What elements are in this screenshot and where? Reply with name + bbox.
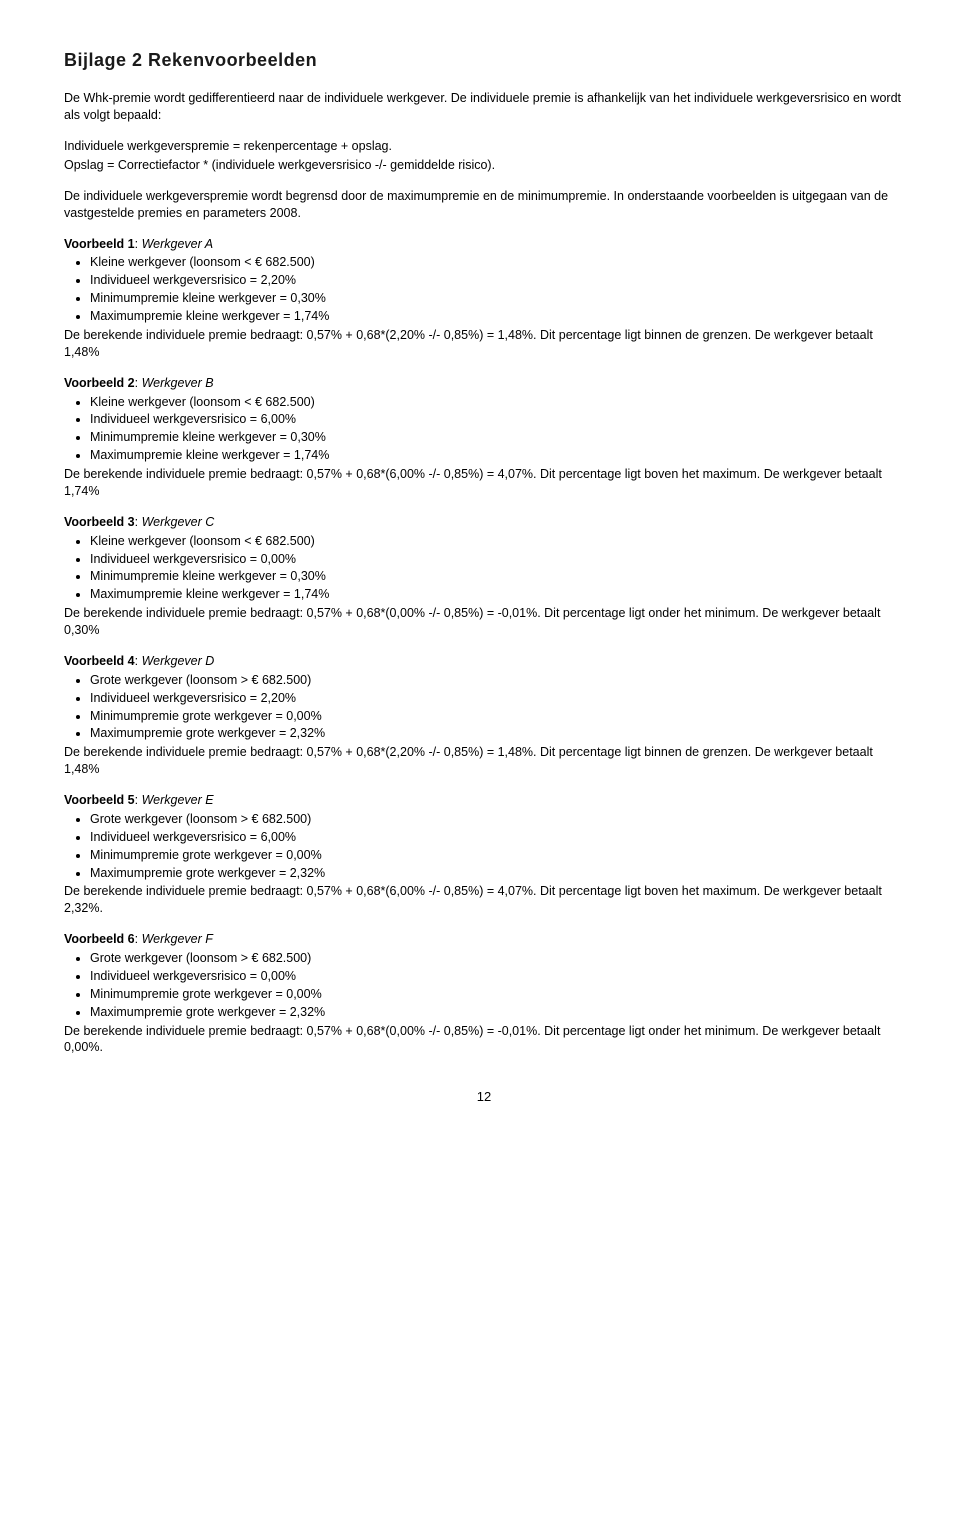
- example-name: Werkgever D: [142, 654, 215, 668]
- example-label: Voorbeeld 4: [64, 654, 135, 668]
- example-label: Voorbeeld 5: [64, 793, 135, 807]
- example-block: Voorbeeld 6: Werkgever F Grote werkgever …: [64, 931, 904, 1056]
- example-block: Voorbeeld 3: Werkgever C Kleine werkgever…: [64, 514, 904, 639]
- example-label: Voorbeeld 6: [64, 932, 135, 946]
- example-bullet: Kleine werkgever (loonsom < € 682.500): [90, 394, 904, 411]
- example-bullet: Maximumpremie grote werkgever = 2,32%: [90, 865, 904, 882]
- example-bullet: Minimumpremie grote werkgever = 0,00%: [90, 847, 904, 864]
- example-conclusion: De berekende individuele premie bedraagt…: [64, 1023, 904, 1057]
- example-block: Voorbeeld 4: Werkgever D Grote werkgever …: [64, 653, 904, 778]
- example-bullet-list: Grote werkgever (loonsom > € 682.500)Ind…: [64, 672, 904, 743]
- example-bullet: Individueel werkgeversrisico = 0,00%: [90, 551, 904, 568]
- example-bullet: Individueel werkgeversrisico = 2,20%: [90, 690, 904, 707]
- example-block: Voorbeeld 2: Werkgever B Kleine werkgever…: [64, 375, 904, 500]
- page-number: 12: [64, 1088, 904, 1106]
- example-bullet: Individueel werkgeversrisico = 6,00%: [90, 829, 904, 846]
- example-heading: Voorbeeld 4: Werkgever D: [64, 653, 904, 670]
- example-bullet: Individueel werkgeversrisico = 6,00%: [90, 411, 904, 428]
- example-bullet-list: Grote werkgever (loonsom > € 682.500)Ind…: [64, 811, 904, 882]
- example-name: Werkgever C: [142, 515, 215, 529]
- example-conclusion: De berekende individuele premie bedraagt…: [64, 605, 904, 639]
- example-bullet: Grote werkgever (loonsom > € 682.500): [90, 672, 904, 689]
- example-bullet: Individueel werkgeversrisico = 2,20%: [90, 272, 904, 289]
- example-bullet: Maximumpremie grote werkgever = 2,32%: [90, 1004, 904, 1021]
- example-name: Werkgever F: [142, 932, 213, 946]
- example-conclusion: De berekende individuele premie bedraagt…: [64, 883, 904, 917]
- page-title: Bijlage 2 Rekenvoorbeelden: [64, 48, 904, 72]
- example-heading: Voorbeeld 6: Werkgever F: [64, 931, 904, 948]
- example-heading: Voorbeeld 2: Werkgever B: [64, 375, 904, 392]
- example-heading: Voorbeeld 5: Werkgever E: [64, 792, 904, 809]
- example-bullet-list: Kleine werkgever (loonsom < € 682.500)In…: [64, 533, 904, 604]
- formula-line-1: Individuele werkgeverspremie = rekenperc…: [64, 138, 904, 155]
- example-heading: Voorbeeld 1: Werkgever A: [64, 236, 904, 253]
- example-conclusion: De berekende individuele premie bedraagt…: [64, 744, 904, 778]
- example-bullet: Maximumpremie kleine werkgever = 1,74%: [90, 447, 904, 464]
- examples-section: Voorbeeld 1: Werkgever AKleine werkgever…: [64, 236, 904, 1057]
- example-conclusion: De berekende individuele premie bedraagt…: [64, 327, 904, 361]
- example-bullet: Minimumpremie kleine werkgever = 0,30%: [90, 568, 904, 585]
- example-bullet: Maximumpremie kleine werkgever = 1,74%: [90, 586, 904, 603]
- example-bullet: Grote werkgever (loonsom > € 682.500): [90, 950, 904, 967]
- formula-line-2: Opslag = Correctiefactor * (individuele …: [64, 157, 904, 174]
- example-bullet: Minimumpremie kleine werkgever = 0,30%: [90, 429, 904, 446]
- example-label: Voorbeeld 2: [64, 376, 135, 390]
- example-name: Werkgever B: [142, 376, 214, 390]
- example-bullet: Kleine werkgever (loonsom < € 682.500): [90, 254, 904, 271]
- example-heading: Voorbeeld 3: Werkgever C: [64, 514, 904, 531]
- example-name: Werkgever E: [142, 793, 214, 807]
- example-label: Voorbeeld 1: [64, 237, 135, 251]
- example-bullet: Individueel werkgeversrisico = 0,00%: [90, 968, 904, 985]
- intro-paragraph: De Whk-premie wordt gedifferentieerd naa…: [64, 90, 904, 124]
- example-bullet: Minimumpremie kleine werkgever = 0,30%: [90, 290, 904, 307]
- example-bullet: Minimumpremie grote werkgever = 0,00%: [90, 986, 904, 1003]
- example-bullet: Minimumpremie grote werkgever = 0,00%: [90, 708, 904, 725]
- example-label: Voorbeeld 3: [64, 515, 135, 529]
- example-bullet: Grote werkgever (loonsom > € 682.500): [90, 811, 904, 828]
- example-bullet: Maximumpremie grote werkgever = 2,32%: [90, 725, 904, 742]
- example-block: Voorbeeld 5: Werkgever E Grote werkgever …: [64, 792, 904, 917]
- example-name: Werkgever A: [142, 237, 214, 251]
- example-block: Voorbeeld 1: Werkgever AKleine werkgever…: [64, 236, 904, 361]
- example-conclusion: De berekende individuele premie bedraagt…: [64, 466, 904, 500]
- example-bullet: Maximumpremie kleine werkgever = 1,74%: [90, 308, 904, 325]
- example-bullet: Kleine werkgever (loonsom < € 682.500): [90, 533, 904, 550]
- bounds-paragraph: De individuele werkgeverspremie wordt be…: [64, 188, 904, 222]
- example-bullet-list: Kleine werkgever (loonsom < € 682.500)In…: [64, 394, 904, 465]
- example-bullet-list: Kleine werkgever (loonsom < € 682.500)In…: [64, 254, 904, 325]
- example-bullet-list: Grote werkgever (loonsom > € 682.500)Ind…: [64, 950, 904, 1021]
